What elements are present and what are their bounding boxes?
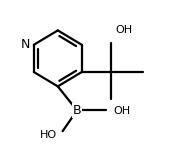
Text: OH: OH bbox=[115, 25, 133, 35]
Text: N: N bbox=[21, 38, 30, 51]
Text: B: B bbox=[73, 104, 81, 117]
Text: HO: HO bbox=[40, 130, 57, 140]
Text: OH: OH bbox=[114, 106, 131, 116]
